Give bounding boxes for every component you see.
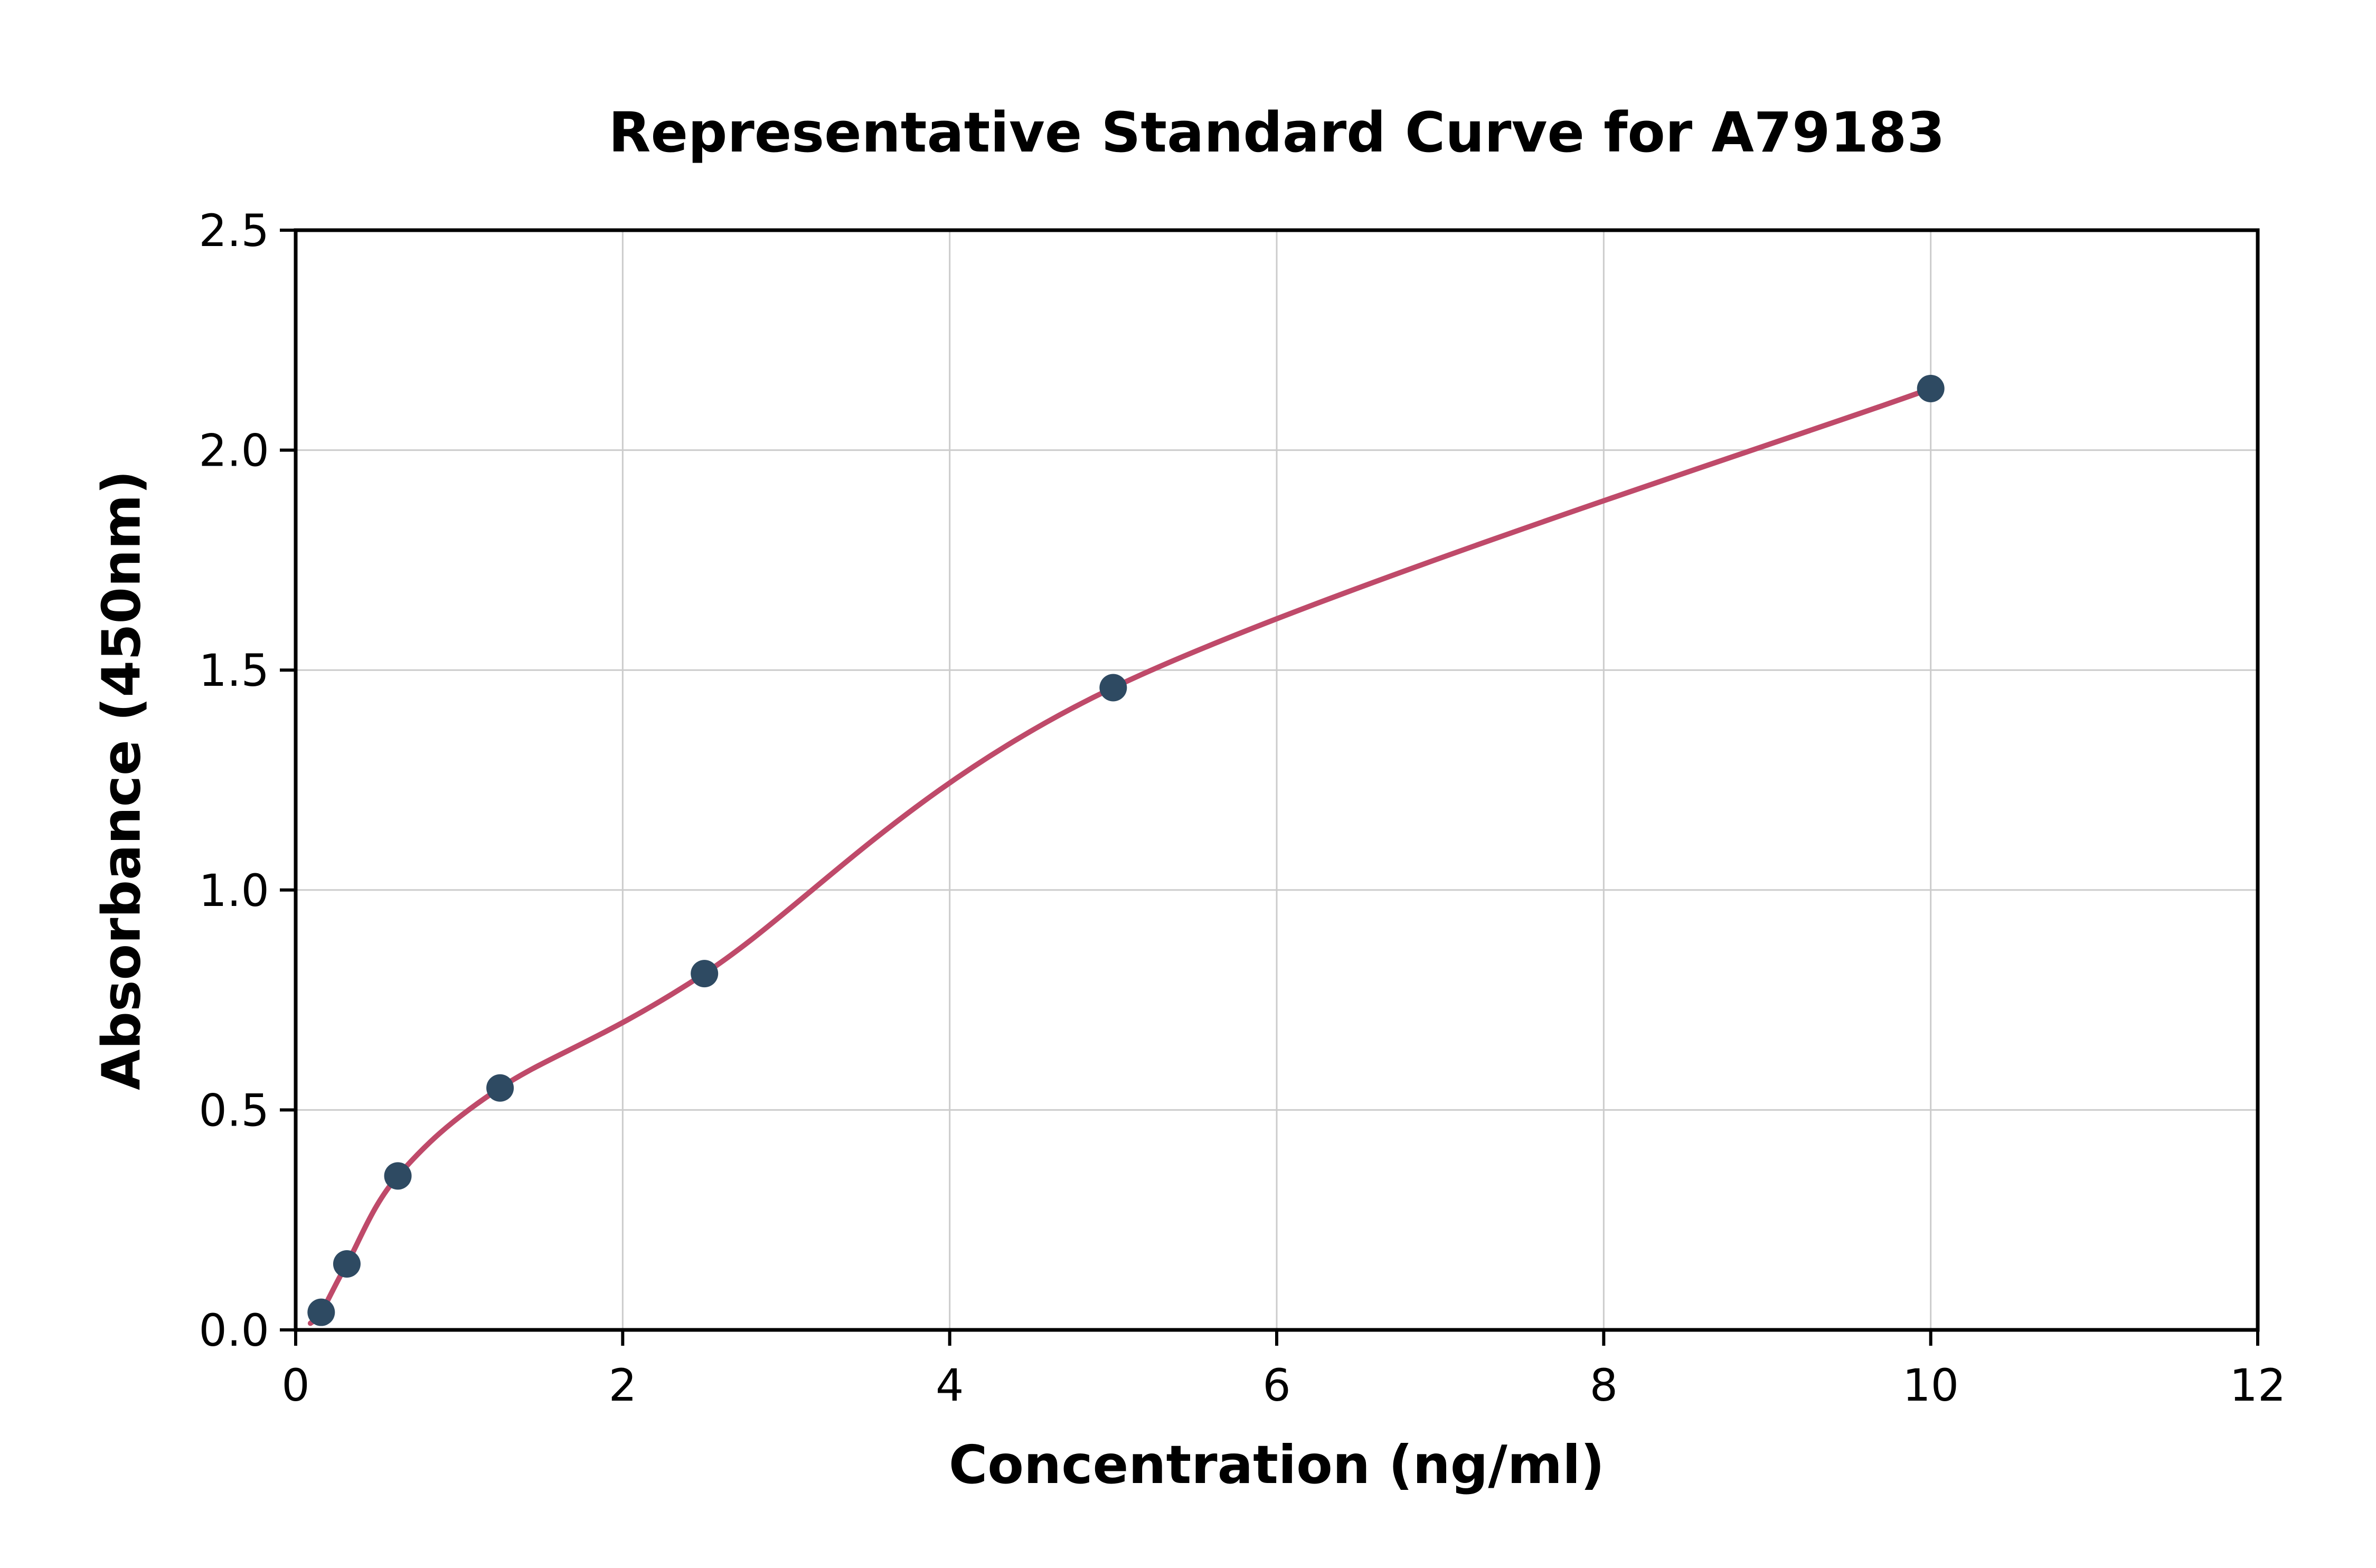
x-tick-label: 10 <box>1902 1359 1959 1411</box>
x-tick-label: 4 <box>936 1359 964 1411</box>
x-tick-label: 12 <box>2230 1359 2286 1411</box>
data-point <box>486 1074 514 1102</box>
y-tick-label: 0.5 <box>199 1084 269 1136</box>
data-point <box>1917 374 1945 402</box>
y-tick-label: 0.0 <box>199 1305 269 1356</box>
data-point <box>333 1250 361 1278</box>
x-axis-label: Concentration (ng/ml) <box>948 1434 1605 1496</box>
data-point <box>691 960 719 988</box>
x-tick-label: 6 <box>1262 1359 1290 1411</box>
x-tick-label: 0 <box>281 1359 309 1411</box>
chart-title: Representative Standard Curve for A79183 <box>608 100 1945 165</box>
x-tick-label: 8 <box>1590 1359 1618 1411</box>
data-point <box>1099 674 1127 702</box>
data-point <box>384 1162 412 1190</box>
y-tick-label: 2.5 <box>199 205 269 257</box>
y-tick-label: 1.5 <box>199 645 269 696</box>
data-point <box>307 1298 335 1326</box>
y-tick-label: 1.0 <box>199 865 269 917</box>
x-tick-label: 2 <box>609 1359 637 1411</box>
y-tick-label: 2.0 <box>199 425 269 477</box>
fit-curve <box>307 386 1934 1326</box>
